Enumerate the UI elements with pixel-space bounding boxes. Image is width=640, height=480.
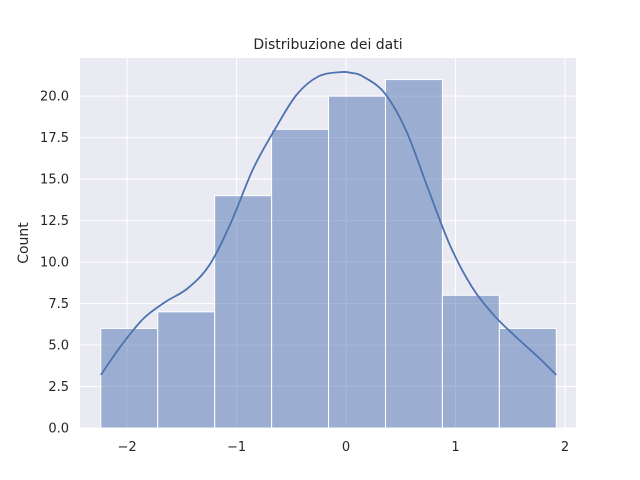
y-tick-label-8: 20.0 <box>40 90 69 105</box>
y-axis-label: Count <box>16 222 32 264</box>
y-tick-label-2: 5.0 <box>48 339 69 354</box>
histogram-bar-4 <box>328 95 386 429</box>
kde-curve <box>100 71 557 376</box>
y-tick-label-3: 7.5 <box>48 297 69 312</box>
y-axis-ticks: 0.0 2.5 5.0 7.5 10.0 12.5 15.0 17.5 20.0 <box>40 90 69 437</box>
histogram-bar-5 <box>384 79 443 429</box>
histogram-bar-3 <box>271 128 330 429</box>
x-axis-ticks: −2 −1 0 1 2 <box>117 440 569 455</box>
y-tick-label-4: 10.0 <box>40 256 69 271</box>
x-tick-label-2: 0 <box>342 440 350 455</box>
histogram-bar-6 <box>441 294 500 429</box>
x-tick-label-3: 1 <box>451 440 459 455</box>
y-tick-label-0: 0.0 <box>48 422 69 437</box>
histogram-bar-1 <box>157 311 216 429</box>
x-tick-label-0: −2 <box>117 440 136 455</box>
y-tick-label-1: 2.5 <box>48 380 69 395</box>
chart-title: Distribuzione dei dati <box>253 37 402 53</box>
x-tick-label-1: −1 <box>227 440 246 455</box>
histogram-bar-0 <box>100 327 159 429</box>
histogram-bar-7 <box>498 327 557 429</box>
y-tick-label-5: 12.5 <box>40 214 69 229</box>
y-tick-label-7: 17.5 <box>40 131 69 146</box>
y-tick-label-6: 15.0 <box>40 173 69 188</box>
histogram-bar-2 <box>214 195 273 429</box>
x-tick-label-4: 2 <box>561 440 569 455</box>
histogram-bars <box>100 79 557 429</box>
